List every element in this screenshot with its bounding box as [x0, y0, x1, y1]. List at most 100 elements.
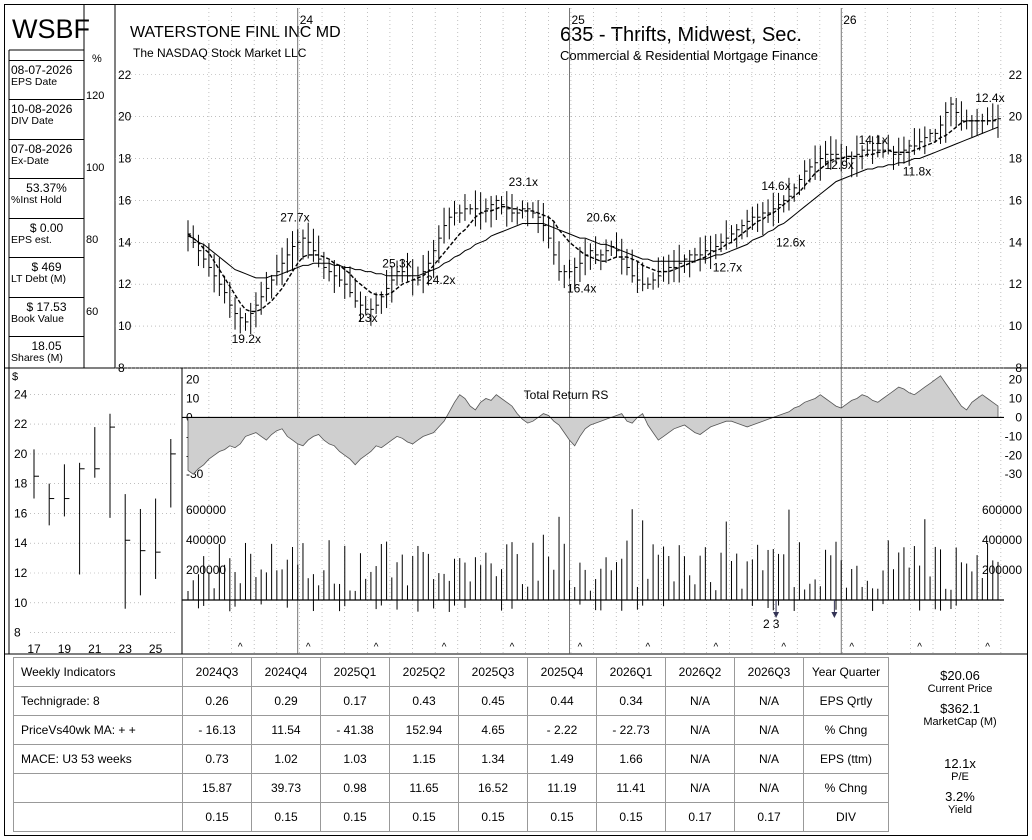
price-bar	[945, 102, 949, 143]
price-bar	[532, 202, 536, 219]
price-bar	[652, 272, 657, 290]
table-cell: 0.45	[458, 686, 528, 716]
price-bar	[511, 193, 515, 223]
price-bar	[276, 254, 280, 286]
yearly-x-label: 23	[119, 642, 133, 656]
volume-axis-label-left: 200000	[186, 563, 226, 577]
sidebar-stat-label: Ex-Date	[11, 155, 49, 167]
price-bar	[663, 256, 667, 282]
yearly-range-bar	[33, 449, 39, 499]
pe-ratio-label: 24.2x	[426, 273, 455, 287]
rs-axis-label-right: -30	[1005, 467, 1023, 481]
price-bar	[814, 145, 819, 180]
row-metric-label: % Chng	[803, 715, 889, 745]
price-bar	[448, 207, 453, 240]
volume-axis-label-left: 600000	[186, 503, 226, 517]
table-cell: 11.41	[596, 773, 666, 803]
table-cell: 11.19	[527, 773, 597, 803]
price-bar	[992, 103, 996, 129]
table-cell: 0.15	[182, 802, 252, 832]
price-axis-label-right: 12	[1009, 277, 1023, 291]
price-bar	[323, 251, 327, 280]
price-axis-label-left: 10	[118, 319, 132, 333]
price-bar	[976, 108, 981, 136]
price-bar	[736, 224, 740, 248]
price-bar	[218, 257, 223, 297]
yearly-axis-label: 18	[14, 477, 28, 491]
price-bar	[772, 192, 777, 227]
price-bar	[197, 234, 202, 267]
yield-label: Yield	[947, 804, 973, 816]
sidebar-stat-value: 10-08-2026	[11, 102, 73, 116]
percent-axis-label: 100	[86, 162, 104, 174]
sidebar-stat: 53.37% %Inst Hold	[9, 178, 84, 218]
table-cell: N/A	[734, 715, 804, 745]
sidebar-stat-value: $ 0.00	[29, 221, 64, 235]
yearly-axis-label: 20	[14, 447, 28, 461]
price-bar	[741, 219, 745, 240]
caret-marker: ^	[510, 642, 515, 653]
row-metric-label: DIV	[803, 802, 889, 832]
sidebar-stat-value: 08-07-2026	[11, 63, 73, 77]
table-cell: 0.15	[527, 802, 597, 832]
price-bar	[699, 237, 704, 272]
caret-marker: ^	[985, 642, 990, 653]
yearly-unit-label: $	[12, 371, 18, 383]
price-bar	[579, 246, 583, 282]
event-marker-label: 3	[773, 617, 780, 631]
row-label: MACE: U3 53 weeks	[13, 744, 183, 774]
table-cell: N/A	[665, 773, 735, 803]
price-bar	[359, 291, 364, 322]
price-bar	[668, 254, 672, 285]
sidebar-stat: 18.05 Shares (M)	[9, 336, 84, 368]
row-label: Technigrade: 8	[13, 686, 183, 716]
price-bar	[344, 265, 348, 299]
quarter-header: 2025Q1	[320, 657, 390, 687]
yearly-x-label: 19	[58, 642, 72, 656]
table-cell: 0.98	[320, 773, 390, 803]
table-cell: 152.94	[389, 715, 459, 745]
price-bar	[286, 238, 291, 273]
price-bar	[845, 146, 850, 164]
table-cell: 1.66	[596, 744, 666, 774]
yearly-axis-label: 14	[14, 536, 28, 550]
sidebar-stat: 08-07-2026 EPS Date	[9, 60, 84, 99]
price-bar	[689, 249, 693, 278]
price-axis-label-right: 8	[1015, 361, 1022, 375]
table-cell: 39.73	[251, 773, 321, 803]
table-row: PriceVs40wk MA: + + - 16.13 11.54- 41.38 15…	[13, 715, 889, 745]
price-bar	[892, 145, 897, 170]
price-bar	[271, 274, 275, 299]
sidebar-stat-value: $ 17.53	[26, 300, 67, 314]
sidebar-stat: 07-08-2026 Ex-Date	[9, 139, 84, 178]
price-bar	[694, 247, 698, 263]
price-bar	[255, 292, 259, 328]
price-bar	[913, 128, 918, 155]
sector-name: Commercial & Residential Mortgage Financ…	[560, 48, 818, 63]
price-bar	[542, 202, 547, 242]
price-bar	[960, 101, 965, 131]
price-bar	[882, 139, 887, 158]
sidebar-stat-label: Shares (M)	[11, 352, 63, 364]
pe-block: 12.1x P/E 3.2% Yield	[896, 756, 1024, 816]
price-axis-label-right: 16	[1009, 193, 1023, 207]
table-row: MACE: U3 53 weeks 0.73 1.02 1.03 1.15 1.34 1.4…	[13, 744, 889, 774]
yearly-axis-label: 12	[14, 566, 28, 580]
pe-ratio-label: 12.6x	[776, 236, 805, 250]
price-bar	[349, 266, 353, 298]
price-bar	[433, 239, 437, 278]
caret-marker: ^	[917, 642, 922, 653]
price-axis-label-left: 8	[118, 361, 125, 375]
price-bar	[203, 243, 207, 269]
weekly-indicators-table: Weekly Indicators 2024Q3 2024Q4 2025Q1 2025Q…	[13, 657, 889, 832]
yearly-x-label: 25	[149, 642, 163, 656]
price-bar	[616, 232, 620, 258]
caret-marker: ^	[238, 642, 243, 653]
price-bar	[595, 236, 599, 265]
price-axis-label-left: 14	[118, 235, 132, 249]
price-axis-label-right: 18	[1009, 152, 1023, 166]
table-cell: 0.34	[596, 686, 666, 716]
table-cell: 0.26	[182, 686, 252, 716]
price-bar	[574, 257, 578, 289]
table-cell: N/A	[665, 744, 735, 774]
